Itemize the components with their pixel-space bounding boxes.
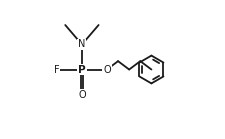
- Text: F: F: [54, 64, 60, 75]
- Text: O: O: [103, 64, 111, 75]
- Text: N: N: [78, 39, 86, 49]
- Text: O: O: [78, 90, 86, 100]
- Text: P: P: [78, 64, 86, 75]
